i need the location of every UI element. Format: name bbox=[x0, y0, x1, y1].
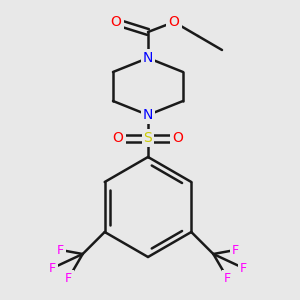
Text: O: O bbox=[111, 15, 122, 29]
Text: S: S bbox=[144, 131, 152, 145]
Text: O: O bbox=[172, 131, 183, 145]
Text: N: N bbox=[143, 51, 153, 65]
Text: O: O bbox=[169, 15, 179, 29]
Text: F: F bbox=[224, 272, 231, 284]
Text: F: F bbox=[49, 262, 56, 275]
Text: F: F bbox=[57, 244, 64, 256]
Text: F: F bbox=[65, 272, 72, 284]
Text: O: O bbox=[112, 131, 123, 145]
Text: F: F bbox=[232, 244, 239, 256]
Text: N: N bbox=[143, 108, 153, 122]
Text: F: F bbox=[240, 262, 247, 275]
